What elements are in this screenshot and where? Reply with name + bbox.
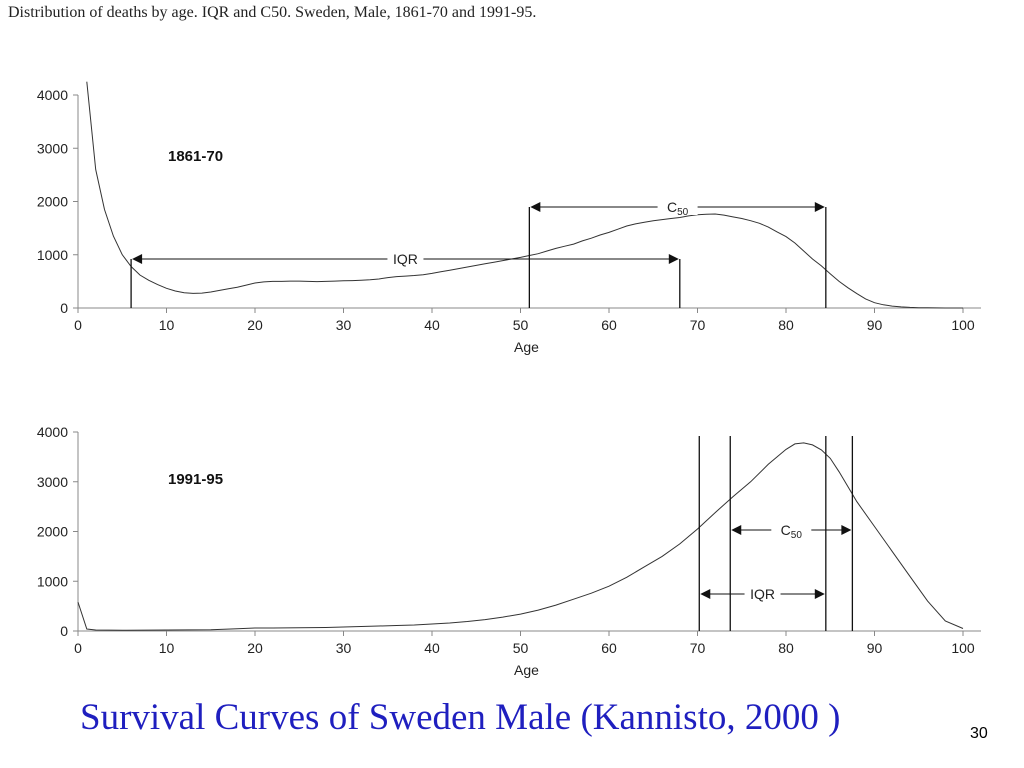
y-tick-label: 1000 [37, 573, 68, 589]
x-tick-label: 90 [867, 317, 883, 333]
arrow-head-right [814, 202, 825, 212]
y-tick-label: 1000 [37, 247, 68, 263]
x-tick-label: 50 [513, 640, 529, 656]
x-axis-label: Age [514, 339, 539, 355]
x-tick-label: 80 [778, 640, 794, 656]
panel-title: 1861-70 [168, 148, 223, 165]
x-tick-label: 40 [424, 317, 440, 333]
page-number: 30 [970, 725, 988, 742]
x-tick-label: 90 [867, 640, 883, 656]
x-tick-label: 80 [778, 317, 794, 333]
x-tick-label: 10 [159, 640, 175, 656]
x-tick-label: 10 [159, 317, 175, 333]
annotation-subscript: 50 [791, 530, 803, 541]
x-tick-label: 40 [424, 640, 440, 656]
x-tick-label: 70 [690, 640, 706, 656]
x-tick-label: 50 [513, 317, 529, 333]
y-tick-label: 2000 [37, 194, 68, 210]
y-tick-label: 3000 [37, 474, 68, 490]
y-tick-label: 2000 [37, 524, 68, 540]
annotation-label-bg [657, 198, 698, 215]
annotation-subscript: 50 [677, 207, 689, 218]
arrow-head-left [530, 202, 541, 212]
y-tick-label: 0 [60, 300, 68, 316]
series-line [77, 442, 964, 631]
panel-title: 1991-95 [168, 471, 223, 488]
arrow-head-left [700, 589, 711, 599]
x-tick-label: 70 [690, 317, 706, 333]
x-tick-label: 0 [74, 317, 82, 333]
x-tick-label: 100 [951, 317, 975, 333]
y-tick-label: 4000 [37, 424, 68, 440]
x-tick-label: 60 [601, 317, 617, 333]
chart-panel-1: 0 1000 2000 3000 4000 0 10 20 30 40 50 60 70 80 90 100 A… [37, 81, 981, 355]
annotation-label: IQR [393, 251, 418, 267]
arrow-head-right [668, 254, 679, 264]
slide-caption: Survival Curves of Sweden Male (Kannisto… [80, 697, 841, 738]
annotation-label-bg [771, 521, 812, 538]
figure-title: Distribution of deaths by age. IQR and C… [8, 4, 537, 21]
chart-panel-2: 0 1000 2000 3000 4000 0 10 20 30 40 50 60 70 80 90 100 A… [37, 424, 981, 678]
x-tick-label: 20 [247, 640, 263, 656]
annotation-label-bg [744, 585, 781, 602]
x-tick-label: 0 [74, 640, 82, 656]
arrow-head-left [731, 525, 742, 535]
x-tick-label: 20 [247, 317, 263, 333]
annotation-label: IQR [750, 586, 775, 602]
arrow-head-right [841, 525, 852, 535]
series-line [86, 81, 963, 309]
x-tick-label: 60 [601, 640, 617, 656]
annotation-label-bg [387, 250, 424, 267]
arrow-head-left [132, 254, 143, 264]
x-tick-label: 100 [951, 640, 975, 656]
x-tick-label: 30 [336, 640, 352, 656]
x-tick-label: 30 [336, 317, 352, 333]
y-tick-label: 0 [60, 623, 68, 639]
y-tick-label: 3000 [37, 140, 68, 156]
y-tick-label: 4000 [37, 87, 68, 103]
x-axis-label: Age [514, 662, 539, 678]
arrow-head-right [814, 589, 825, 599]
